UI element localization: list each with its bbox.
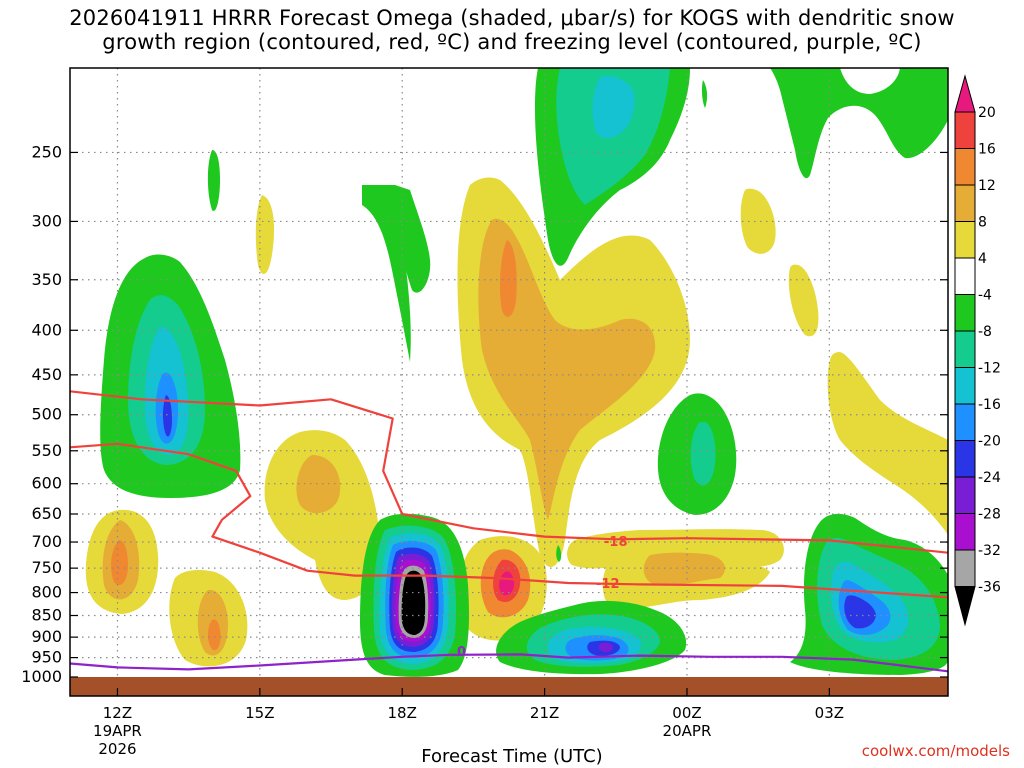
y-tick-label-250: 250: [31, 142, 62, 161]
colorbar-swatch-6: [954, 294, 976, 332]
x-tick-label-18Z: 18Z: [388, 704, 417, 722]
colorbar-swatch-5: [954, 257, 976, 295]
dgz-lower-label: -12: [596, 577, 620, 592]
y-tick-label-900: 900: [31, 627, 62, 646]
y-tick-label-450: 450: [31, 365, 62, 384]
x-tick-label-00Z: 00Z: [672, 704, 701, 722]
y-tick-label-750: 750: [31, 558, 62, 577]
colorbar-label-5: -4: [978, 288, 992, 304]
y-tick-label-650: 650: [31, 504, 62, 523]
colorbar-swatch-4: [954, 221, 976, 259]
y-tick-label-500: 500: [31, 405, 62, 424]
x-tick-date-12Z: 19APR: [93, 722, 142, 740]
colorbar-label-10: -24: [978, 470, 1001, 486]
omega-neg-region-a-dark: [163, 395, 172, 437]
x-tick-label-12Z: 12Z: [103, 704, 132, 722]
colorbar-swatch-9: [954, 403, 976, 441]
x-tick-label-21Z: 21Z: [530, 704, 559, 722]
colorbar-swatch-7: [954, 330, 976, 368]
colorbar-label-4: 4: [978, 251, 987, 267]
y-tick-label-300: 300: [31, 211, 62, 230]
omega-pos-region-h: [827, 352, 948, 535]
omega-pos-peak-e: [499, 240, 517, 317]
colorbar-swatch-10: [954, 440, 976, 478]
omega-neg-region-f2: [840, 68, 900, 94]
contour-lines: [70, 390, 948, 673]
omega-neg-region-h-sliver: [556, 545, 562, 562]
colorbar-top-arrow: [954, 74, 976, 113]
y-tick-label-850: 850: [31, 606, 62, 625]
omega-neg-region-b: [207, 150, 220, 211]
omega-pos-peak-b: [207, 619, 221, 651]
y-tick-label-700: 700: [31, 532, 62, 551]
omega-pos-region-c: [255, 195, 275, 275]
dgz-lower-contour: [70, 442, 948, 599]
ground-strip: [70, 677, 948, 696]
grid-lines: [70, 68, 948, 677]
omega-shading: [85, 68, 948, 677]
y-axis: 250 300 350 400 450 500 550 600 650 700 750 800 850 9…: [21, 142, 948, 686]
colorbar-label-0: 20: [978, 105, 996, 121]
dgz-upper-contour: [70, 390, 948, 554]
y-tick-label-800: 800: [31, 583, 62, 602]
x-tick-label-03Z: 03Z: [815, 704, 844, 722]
freezing-level-contour: [70, 653, 948, 673]
omega-pos-core-d: [296, 455, 341, 514]
omega-pos-region-i: [740, 188, 776, 254]
omega-neg-region-h-purple: [598, 642, 613, 652]
colorbar-label-2: 12: [978, 178, 996, 194]
colorbar-label-12: -32: [978, 543, 1001, 559]
colorbar: 20 16 12 8 4 -4 -8 -12 -16 -20 -24 -28 -32 -36: [954, 74, 1001, 627]
y-tick-label-600: 600: [31, 474, 62, 493]
y-tick-label-350: 350: [31, 270, 62, 289]
omega-neg-region-i-dark: [844, 595, 876, 629]
colorbar-label-6: -8: [978, 324, 992, 340]
y-tick-label-1000: 1000: [21, 667, 62, 686]
x-tick-date-00Z: 20APR: [663, 722, 712, 740]
colorbar-swatch-11: [954, 476, 976, 514]
colorbar-swatch-12: [954, 513, 976, 551]
colorbar-swatch-13: [954, 549, 976, 587]
colorbar-bottom-arrow: [954, 586, 976, 627]
colorbar-label-11: -28: [978, 507, 1001, 523]
colorbar-swatch-3: [954, 184, 976, 222]
omega-neg-region-d-teal: [592, 76, 635, 139]
colorbar-label-8: -16: [978, 397, 1001, 413]
colorbar-swatch-2: [954, 148, 976, 186]
dgz-upper-label: -18: [604, 535, 628, 550]
plot-frame: [69, 67, 949, 697]
y-tick-label-400: 400: [31, 320, 62, 339]
omega-pos-region-d: [264, 430, 380, 600]
omega-pos-core-g: [643, 552, 725, 586]
colorbar-swatch-1: [954, 111, 976, 149]
colorbar-label-1: 16: [978, 142, 996, 158]
title-line-2: growth region (contoured, red, ºC) and f…: [102, 30, 922, 54]
colorbar-label-9: -20: [978, 434, 1001, 450]
x-axis-title: Forecast Time (UTC): [421, 746, 603, 767]
credit-text: coolwx.com/models: [861, 742, 1010, 760]
omega-neg-region-f: [770, 68, 948, 179]
y-tick-label-950: 950: [31, 648, 62, 667]
omega-pos-core-e: [478, 218, 656, 520]
omega-neg-region-c2: [395, 185, 431, 293]
colorbar-label-13: -36: [978, 580, 1001, 596]
omega-pos-peak-a: [111, 540, 128, 586]
colorbar-label-7: -12: [978, 361, 1001, 377]
x-tick-label-15Z: 15Z: [245, 704, 274, 722]
freezing-level-label: 0: [457, 645, 466, 660]
colorbar-swatch-8: [954, 367, 976, 405]
y-tick-label-550: 550: [31, 441, 62, 460]
title-line-1: 2026041911 HRRR Forecast Omega (shaded, …: [69, 6, 955, 30]
omega-pos-region-j: [788, 264, 819, 337]
x-tick-year-12Z: 2026: [98, 740, 136, 758]
omega-neg-sliver: [701, 80, 708, 108]
omega-neg-region-e-cyan: [690, 422, 716, 486]
chart-title: 2026041911 HRRR Forecast Omega (shaded, …: [0, 6, 1024, 54]
omega-neg-region-g-black: [401, 570, 426, 635]
colorbar-label-3: 8: [978, 215, 987, 231]
